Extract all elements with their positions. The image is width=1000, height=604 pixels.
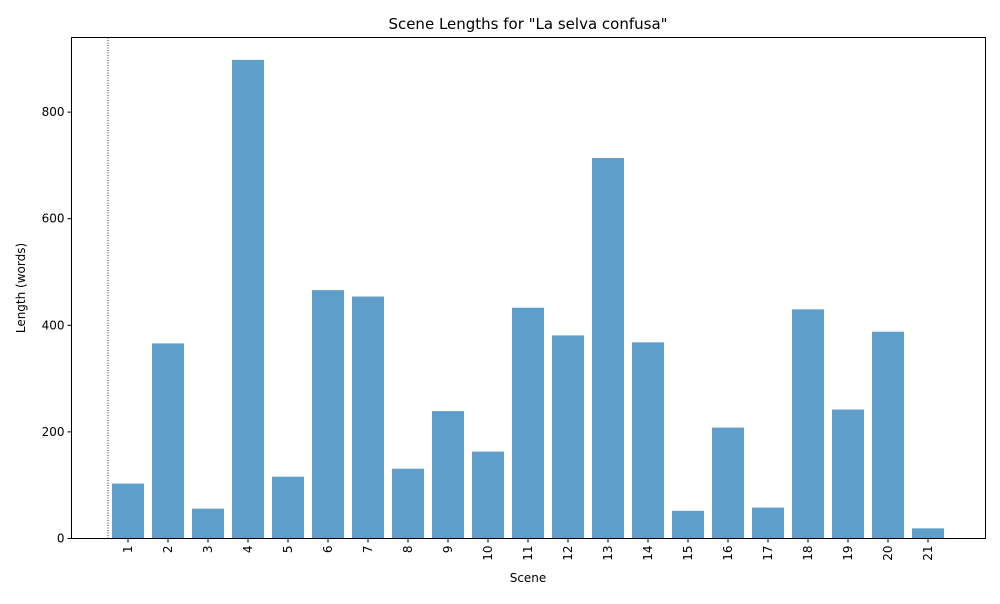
y-tick-label: 600 (42, 212, 65, 226)
bar-scene-21 (912, 528, 944, 539)
bar-scene-1 (112, 483, 144, 539)
x-tick-label: 8 (401, 546, 415, 554)
x-tick-label: 14 (641, 546, 655, 561)
bar-scene-6 (312, 290, 344, 539)
bar-scene-16 (712, 427, 744, 539)
bar-scene-19 (832, 409, 864, 539)
bar-scene-11 (512, 307, 544, 539)
x-tick-label: 12 (561, 546, 575, 561)
x-tick-label: 3 (201, 546, 215, 554)
bar-scene-13 (592, 157, 624, 539)
x-tick-label: 1 (121, 546, 135, 554)
bar-scene-2 (152, 343, 184, 539)
x-tick-label: 7 (361, 546, 375, 554)
y-tick-label: 400 (42, 318, 65, 332)
bar-scene-10 (472, 451, 504, 539)
bar-scene-20 (872, 331, 904, 539)
y-tick-label: 0 (57, 532, 65, 546)
x-tick-label: 21 (921, 546, 935, 561)
bar-scene-18 (792, 309, 824, 539)
bar-scene-12 (552, 335, 584, 539)
x-tick-label: 17 (761, 546, 775, 561)
x-tick-label: 6 (321, 546, 335, 554)
x-tick-label: 2 (161, 546, 175, 554)
x-tick-label: 5 (281, 546, 295, 554)
x-tick-label: 16 (721, 546, 735, 561)
x-tick-label: 10 (481, 546, 495, 561)
y-axis-label: Length (words) (14, 243, 28, 333)
bar-scene-5 (272, 476, 304, 539)
bar-scene-3 (192, 508, 224, 539)
bar-scene-8 (392, 468, 424, 539)
x-tick-label: 11 (521, 546, 535, 561)
chart-title: Scene Lengths for "La selva confusa" (388, 15, 667, 33)
y-tick-label: 200 (42, 425, 65, 439)
x-tick-label: 9 (441, 546, 455, 554)
x-tick-label: 19 (841, 546, 855, 561)
x-axis-ticks: 1 2 3 4 5 6 7 8 9 10 11 12 13 14 15 16 17 18 19 20 21 (121, 538, 935, 561)
bar-scene-14 (632, 342, 664, 539)
bars-group (112, 59, 944, 539)
x-tick-label: 20 (881, 546, 895, 561)
bar-scene-15 (672, 510, 704, 539)
x-tick-label: 18 (801, 546, 815, 561)
bar-scene-9 (432, 411, 464, 539)
x-tick-label: 13 (601, 546, 615, 561)
x-tick-label: 4 (241, 546, 255, 554)
y-tick-label: 800 (42, 105, 65, 119)
bar-scene-4 (232, 59, 264, 539)
bar-scene-7 (352, 296, 384, 539)
x-axis-label: Scene (510, 571, 547, 585)
bar-scene-17 (752, 507, 784, 539)
x-tick-label: 15 (681, 546, 695, 561)
y-axis-ticks: 0 200 400 600 800 (42, 105, 72, 546)
